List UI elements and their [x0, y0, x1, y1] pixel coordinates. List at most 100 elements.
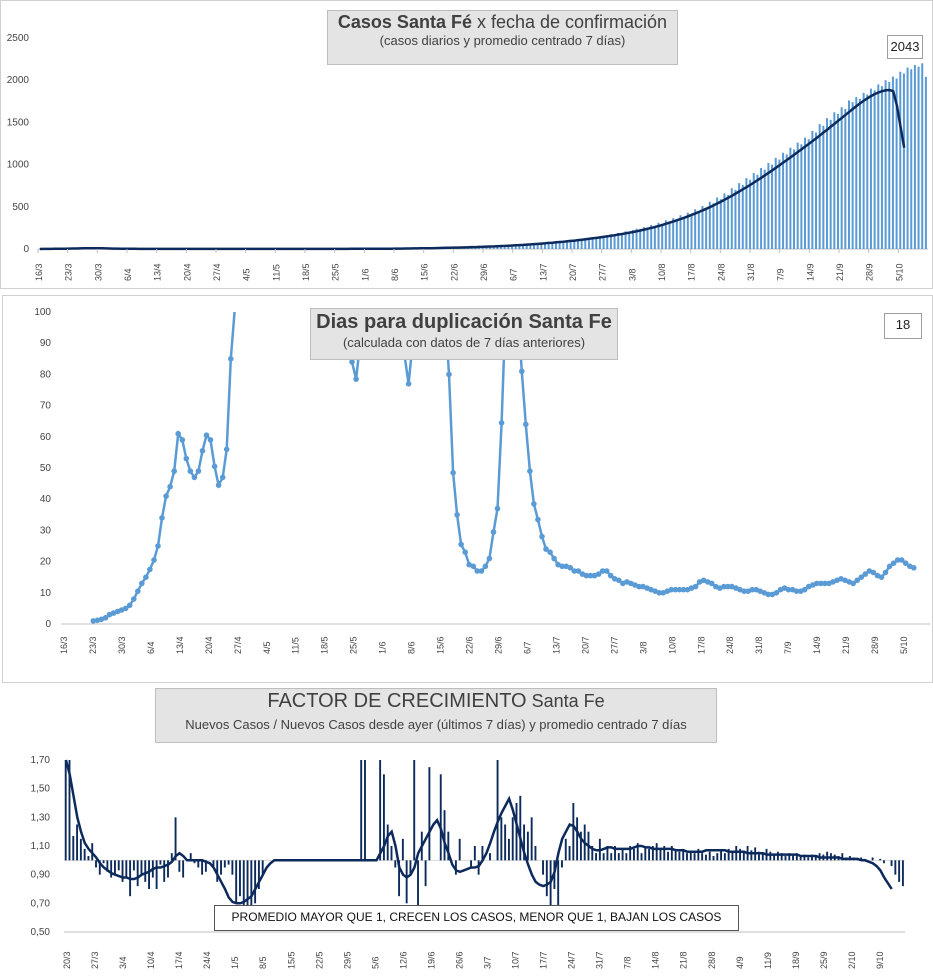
bar [564, 838, 567, 861]
bar [795, 853, 798, 861]
xtick-label: 10/8 [667, 636, 677, 654]
xtick-label: 25/5 [331, 263, 341, 281]
data-point [450, 469, 456, 476]
bar [595, 853, 598, 861]
data-point [862, 571, 869, 577]
bar [68, 760, 71, 861]
bar [670, 846, 673, 861]
bar [155, 860, 158, 889]
xtick-label: 15/6 [420, 263, 430, 281]
data-point [163, 493, 169, 499]
bar [182, 860, 185, 878]
bar [189, 853, 192, 861]
bar [921, 63, 924, 249]
bar [873, 90, 876, 249]
data-point [126, 602, 133, 609]
bar [712, 203, 715, 249]
data-point [882, 569, 889, 576]
bar [543, 243, 546, 249]
data-point [571, 568, 578, 574]
bar [807, 139, 810, 249]
bar [565, 240, 568, 249]
chart-duplicacion-svg: 0 10 20 30 40 50 60 70 80 90 100 16/3 23/3 30/3 6/4 13/… [34, 307, 930, 654]
bar [879, 858, 882, 861]
xtick-label: 8/6 [390, 268, 400, 281]
bar [678, 851, 681, 861]
bar [891, 76, 894, 249]
xtick-label: 22/6 [465, 636, 475, 654]
xtick-label: 18/9 [791, 951, 801, 969]
xtick-label: 29/6 [479, 263, 489, 281]
xtick-label: 1/5 [230, 956, 240, 969]
bar [792, 854, 795, 861]
bar [720, 850, 723, 861]
bar [683, 216, 686, 249]
bar [496, 246, 499, 249]
xtick-label: 21/9 [835, 263, 845, 281]
bar [674, 848, 677, 861]
xtick-label: 22/5 [314, 951, 324, 969]
xtick-label: 27/7 [609, 636, 619, 654]
data-point [405, 381, 412, 387]
bar [731, 851, 734, 861]
bar [572, 803, 575, 861]
data-point [886, 563, 893, 570]
data-point [195, 468, 202, 474]
ytick-label: 1000 [7, 160, 30, 171]
bar [558, 241, 561, 249]
bar [614, 846, 616, 861]
xtick-label: 30/3 [93, 263, 103, 281]
xtick-label: 8/5 [258, 956, 268, 969]
ytick-label: 0,50 [31, 927, 51, 938]
data-point [894, 557, 901, 563]
bar [756, 174, 759, 249]
data-point [167, 483, 173, 490]
xtick-label: 17/4 [174, 951, 184, 969]
bar [439, 774, 442, 861]
data-point [603, 568, 610, 574]
xtick-label: 6/7 [509, 268, 519, 281]
bar [803, 854, 806, 861]
bar [860, 857, 863, 861]
data-point [215, 482, 222, 488]
xtick-label: 15/6 [436, 636, 446, 654]
xtick-label: 27/7 [598, 263, 608, 281]
bar [557, 860, 560, 911]
data-point [567, 565, 574, 571]
bar [401, 838, 404, 861]
xtick-label: 24/4 [202, 951, 212, 969]
bar [750, 850, 753, 861]
plot-area [90, 312, 917, 624]
data-point [543, 546, 549, 552]
data-point [801, 586, 808, 593]
xtick-label: 17/8 [687, 263, 697, 281]
data-point [135, 588, 141, 594]
bar [561, 860, 563, 868]
xtick-label: 10/4 [146, 951, 156, 969]
data-point [151, 557, 157, 563]
bar [595, 237, 598, 249]
bar [167, 860, 169, 878]
data-point [353, 376, 359, 382]
data-point [482, 563, 489, 570]
bar [542, 860, 544, 875]
bar [394, 860, 397, 868]
bar [784, 856, 787, 861]
bar [894, 860, 897, 875]
bar [591, 846, 594, 861]
bar [522, 244, 525, 249]
xtick-label: 9/10 [875, 951, 885, 969]
bar [110, 860, 113, 878]
bar [693, 853, 696, 861]
bar [657, 222, 660, 249]
bar [880, 86, 883, 249]
bar [661, 223, 664, 249]
data-point [890, 560, 897, 566]
bar [405, 860, 408, 904]
ytick-label: 40 [40, 494, 52, 505]
bar [730, 188, 733, 249]
ytick-label: 2000 [7, 75, 30, 86]
xtick-label: 27/3 [90, 951, 100, 969]
data-point [490, 529, 497, 535]
xtick-label: 6/4 [146, 641, 156, 654]
